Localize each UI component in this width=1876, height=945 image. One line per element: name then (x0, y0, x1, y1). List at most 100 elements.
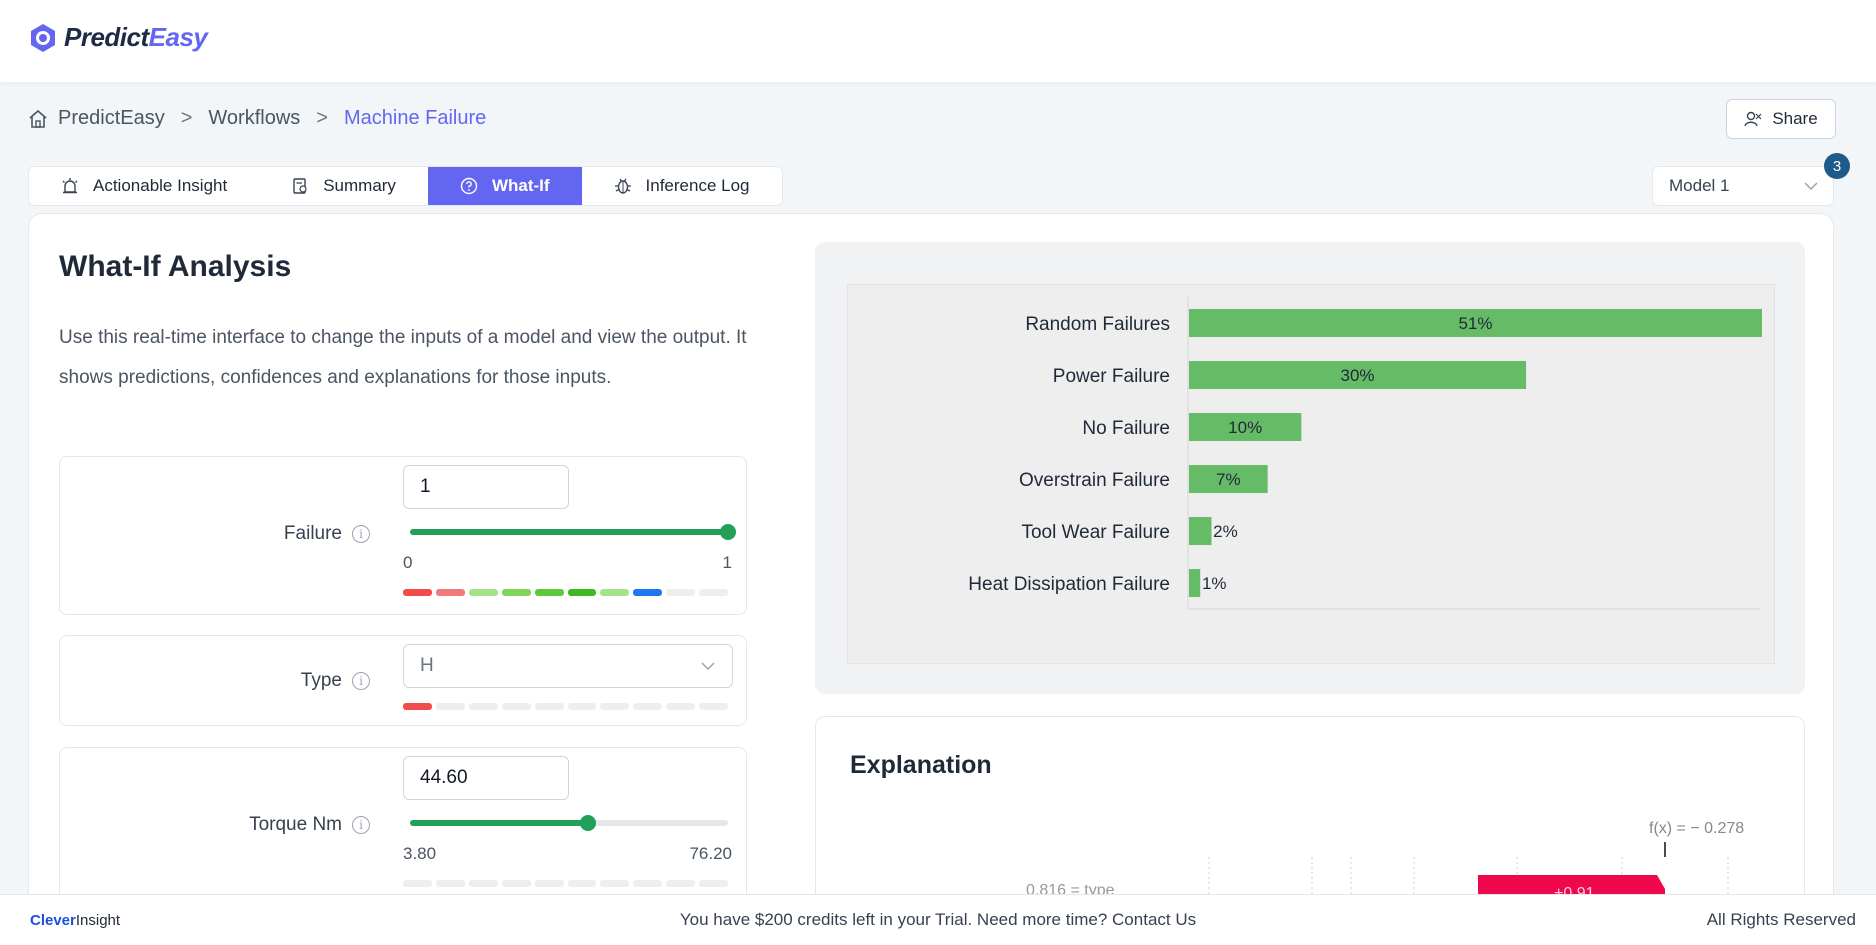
report-icon (293, 178, 307, 194)
breadcrumb-separator: > (316, 107, 328, 129)
footer-brand[interactable]: CleverInsight (30, 912, 120, 929)
tab-inference-log[interactable]: Inference Log (582, 167, 782, 205)
confidence-segments (403, 880, 729, 887)
chart-value-label: 51% (1458, 314, 1492, 333)
field-label: Torque Nm i (249, 814, 370, 836)
tab-label: Inference Log (645, 176, 750, 195)
model-select[interactable]: Model 1 (1652, 166, 1834, 206)
confidence-segment (699, 880, 729, 887)
confidence-segment (633, 589, 663, 596)
footer-brand-rest: Insight (75, 911, 121, 929)
confidence-segments (403, 703, 729, 710)
chart-category-label: No Failure (1082, 418, 1170, 439)
alarm-icon (62, 178, 78, 194)
tab-actionable-insight[interactable]: Actionable Insight (29, 167, 259, 205)
confidence-segment (600, 703, 630, 710)
logo-icon (31, 23, 55, 52)
breadcrumb-current: Machine Failure (343, 107, 487, 129)
chart-category-label: Random Failures (1025, 314, 1170, 335)
info-icon[interactable]: i (352, 816, 370, 834)
confidence-segment (699, 703, 729, 710)
confidence-segment (567, 880, 597, 887)
failure-slider[interactable] (410, 524, 736, 540)
confidence-segment (403, 703, 432, 710)
top-bar: PredictEasy (0, 0, 1876, 82)
chart-category-label: Heat Dissipation Failure (968, 574, 1170, 595)
confidence-segment (666, 589, 696, 596)
footer-brand-bold: Clever (30, 911, 76, 929)
tab-bar: Actionable Insight Summary What-If Infer… (28, 166, 783, 206)
slider-fill (410, 820, 589, 826)
tab-what-if[interactable]: What-If (427, 167, 582, 205)
field-label: Failure i (284, 523, 370, 545)
tab-summary[interactable]: Summary (259, 167, 428, 205)
chart-category-label: Overstrain Failure (1019, 470, 1170, 491)
notification-badge: 3 (1824, 153, 1850, 179)
share-user-icon (1744, 111, 1762, 127)
confidence-segment (468, 589, 498, 596)
tab-label: What-If (491, 176, 550, 195)
share-button[interactable]: Share (1726, 99, 1836, 139)
app-name-accent: Easy (148, 22, 208, 52)
chart-bar (1189, 517, 1212, 545)
chart-value-label: 2% (1213, 522, 1238, 541)
breadcrumb-separator: > (180, 107, 193, 129)
fx-label: f(x) = − 0.278 (1649, 820, 1744, 837)
failure-input[interactable]: 1 (403, 465, 569, 509)
confidence-segment (501, 703, 531, 710)
field-label: Type i (301, 670, 370, 692)
confidence-segment (468, 880, 498, 887)
trial-message[interactable]: You have $200 credits left in your Trial… (679, 910, 1197, 929)
field-failure: Failure i 1 0 1 (59, 456, 747, 615)
confidence-segments (403, 589, 729, 596)
chevron-down-icon (1804, 182, 1818, 191)
chart-value-label: 1% (1202, 574, 1227, 593)
footer: CleverInsight You have $200 credits left… (0, 894, 1876, 945)
chart-bar (1189, 309, 1762, 337)
confidence-segment (600, 880, 630, 887)
info-icon[interactable]: i (352, 672, 370, 690)
share-label: Share (1772, 109, 1818, 128)
slider-thumb[interactable] (720, 524, 736, 540)
confidence-segment (600, 589, 630, 596)
field-label-text: Type (300, 670, 342, 691)
app-name-main: Predict (64, 22, 149, 52)
field-label-text: Torque Nm (249, 814, 342, 835)
app-logo[interactable]: PredictEasy (28, 22, 208, 53)
type-select-value: H (420, 655, 434, 676)
model-select-value: Model 1 (1669, 176, 1730, 195)
confidence-segment (633, 703, 663, 710)
what-if-card: What-If Analysis Use this real-time inte… (28, 213, 1834, 913)
breadcrumb: PredictEasy > Workflows > Machine Failur… (28, 107, 486, 130)
page-title: What-If Analysis (59, 250, 292, 283)
chart-value-label: 7% (1216, 470, 1241, 489)
chart-value-label: 30% (1341, 366, 1375, 385)
confidence-segment (633, 880, 663, 887)
type-select[interactable]: H (403, 644, 733, 688)
chart-bar (1189, 413, 1302, 441)
slider-max-label: 76.20 (689, 844, 732, 863)
chart-bar (1189, 465, 1268, 493)
confidence-segment (403, 589, 432, 596)
bug-icon (614, 178, 631, 194)
confidence-segment (567, 589, 597, 596)
confidence-segment (534, 703, 564, 710)
confidence-segment (501, 880, 531, 887)
torque-input[interactable]: 44.60 (403, 756, 569, 800)
chart-category-label: Tool Wear Failure (1021, 522, 1170, 543)
footer-rights: All Rights Reserved (1706, 910, 1856, 929)
slider-min-label: 3.80 (403, 844, 437, 863)
breadcrumb-workflows[interactable]: Workflows (208, 107, 301, 129)
slider-thumb[interactable] (580, 815, 597, 831)
breadcrumb-home[interactable]: PredictEasy (58, 107, 165, 129)
prediction-panel: Random Failures 51% Power Failure 30% No Fai… (815, 242, 1805, 694)
tab-label: Actionable Insight (93, 176, 228, 195)
chart-category-label: Power Failure (1053, 366, 1170, 387)
home-icon[interactable] (28, 109, 48, 129)
field-torque: Torque Nm i 44.60 3.80 76.20 (59, 747, 747, 912)
confidence-segment (699, 589, 729, 596)
torque-slider[interactable] (410, 815, 728, 831)
chart-bar (1189, 361, 1527, 389)
app-name: PredictEasy (64, 22, 208, 53)
info-icon[interactable]: i (352, 525, 370, 543)
